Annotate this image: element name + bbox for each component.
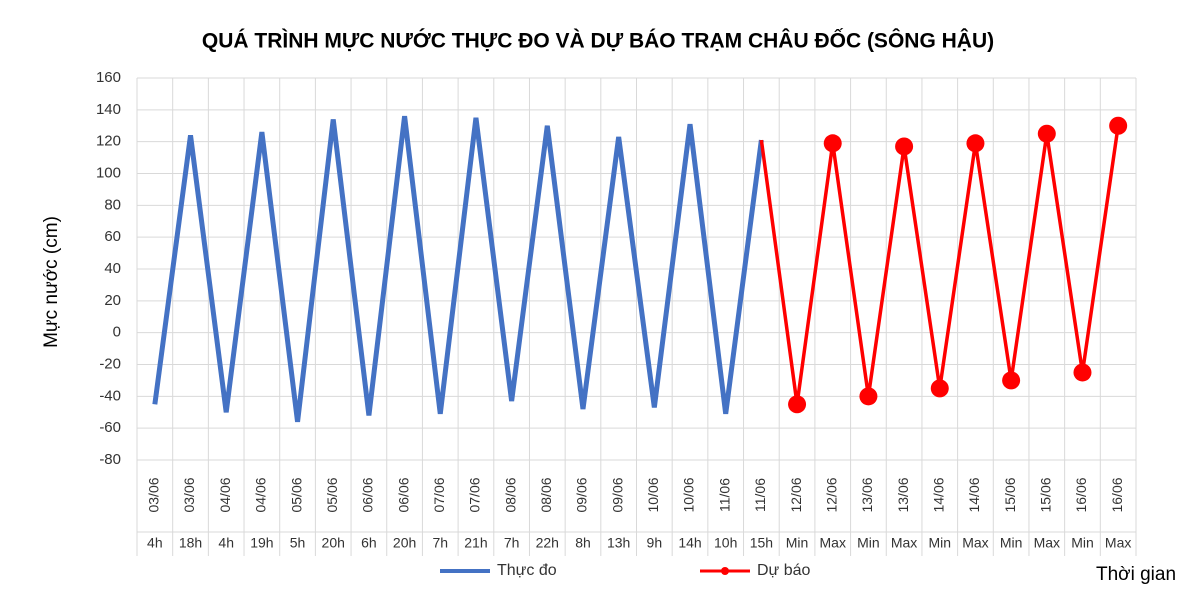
- x-tick-time: 10h: [714, 535, 737, 551]
- x-tick-date: 08/06: [502, 477, 518, 512]
- x-tick-time: 7h: [504, 535, 520, 551]
- x-tick-date: 11/06: [716, 478, 732, 512]
- x-tick-time: 14h: [678, 535, 701, 551]
- x-tick-time: Min: [928, 535, 951, 551]
- x-tick-time: 8h: [575, 535, 591, 551]
- series-marker: [859, 387, 878, 406]
- y-tick-label: -80: [99, 451, 121, 468]
- x-tick-time: 20h: [393, 535, 416, 551]
- x-tick-date: 13/06: [895, 477, 911, 512]
- x-tick-date: 05/06: [288, 477, 304, 512]
- x-tick-time: 5h: [290, 535, 306, 551]
- y-tick-label: -20: [99, 355, 121, 372]
- x-tick-time: Min: [786, 535, 809, 551]
- x-tick-time: Min: [1071, 535, 1094, 551]
- x-tick-time: Max: [820, 535, 846, 551]
- x-tick-date: 12/06: [823, 477, 839, 512]
- y-tick-label: 20: [104, 292, 121, 309]
- x-tick-date: 13/06: [859, 477, 875, 512]
- x-tick-date: 10/06: [681, 477, 697, 512]
- x-tick-date: 15/06: [1002, 477, 1018, 512]
- x-tick-date: 15/06: [1038, 477, 1054, 512]
- y-tick-label: 0: [113, 324, 121, 341]
- x-tick-time: 4h: [218, 535, 234, 551]
- y-tick-label: 100: [96, 164, 121, 181]
- x-tick-date: 09/06: [574, 477, 590, 512]
- x-tick-time: Min: [1000, 535, 1023, 551]
- series-marker: [1109, 116, 1128, 135]
- x-tick-date: 06/06: [360, 477, 376, 512]
- series-marker: [966, 134, 985, 153]
- series-marker: [788, 395, 807, 414]
- series-marker: [1002, 371, 1021, 390]
- x-tick-time: 22h: [536, 535, 559, 551]
- y-tick-label: 40: [104, 260, 121, 277]
- x-tick-date: 04/06: [253, 477, 269, 512]
- x-tick-time: Max: [1034, 535, 1060, 551]
- y-tick-label: 80: [104, 196, 121, 213]
- x-axis-label: Thời gian: [1096, 564, 1176, 585]
- y-tick-label: 160: [96, 69, 121, 86]
- x-tick-date: 07/06: [431, 477, 447, 512]
- series-marker: [1073, 363, 1092, 382]
- x-tick-time: 20h: [322, 535, 345, 551]
- x-tick-time: Min: [857, 535, 880, 551]
- x-tick-time: 19h: [250, 535, 273, 551]
- x-tick-date: 14/06: [966, 477, 982, 512]
- x-tick-time: 15h: [750, 535, 773, 551]
- y-tick-label: 120: [96, 133, 121, 150]
- legend-label: Dự báo: [757, 562, 811, 579]
- x-tick-date: 06/06: [395, 477, 411, 512]
- series-marker: [823, 134, 842, 153]
- y-tick-label: 140: [96, 101, 121, 118]
- x-tick-date: 11/06: [752, 478, 768, 512]
- legend-label: Thực đo: [497, 562, 557, 579]
- x-tick-date: 16/06: [1109, 477, 1125, 512]
- x-tick-time: 4h: [147, 535, 163, 551]
- y-tick-label: -40: [99, 387, 121, 404]
- x-tick-time: 7h: [432, 535, 448, 551]
- x-tick-time: Max: [891, 535, 917, 551]
- x-tick-date: 05/06: [324, 477, 340, 512]
- y-tick-label: -60: [99, 419, 121, 436]
- series-line: [152, 115, 764, 423]
- x-tick-date: 10/06: [645, 477, 661, 512]
- x-tick-date: 09/06: [609, 477, 625, 512]
- series-marker: [930, 379, 949, 398]
- x-tick-date: 07/06: [467, 477, 483, 512]
- x-tick-date: 03/06: [181, 477, 197, 512]
- x-tick-date: 04/06: [217, 477, 233, 512]
- series-marker: [1037, 124, 1056, 143]
- x-tick-time: Max: [1105, 535, 1131, 551]
- x-tick-date: 12/06: [788, 477, 804, 512]
- x-tick-date: 14/06: [930, 477, 946, 512]
- x-tick-date: 03/06: [146, 477, 162, 512]
- x-tick-time: 13h: [607, 535, 630, 551]
- y-axis-label: Mực nước (cm): [41, 216, 62, 348]
- x-tick-time: Max: [962, 535, 988, 551]
- chart-title: QUÁ TRÌNH MỰC NƯỚC THỰC ĐO VÀ DỰ BÁO TRẠ…: [202, 29, 994, 53]
- series-marker: [895, 137, 914, 156]
- x-tick-time: 18h: [179, 535, 202, 551]
- x-tick-time: 6h: [361, 535, 377, 551]
- x-tick-date: 08/06: [538, 477, 554, 512]
- legend-marker: [721, 567, 729, 575]
- x-tick-time: 9h: [647, 535, 663, 551]
- y-tick-label: 60: [104, 228, 121, 245]
- x-tick-date: 16/06: [1073, 477, 1089, 512]
- x-tick-time: 21h: [464, 535, 487, 551]
